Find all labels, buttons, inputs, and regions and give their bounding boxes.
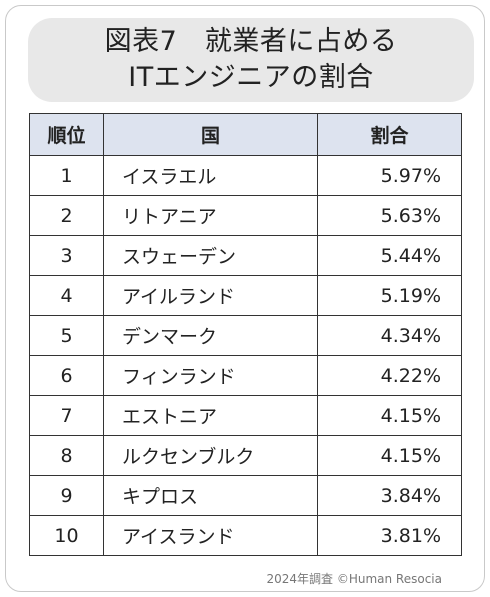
table-row: 7 エストニア 4.15% [29,395,462,436]
table-row: 4 アイルランド 5.19% [29,275,462,316]
table-row: 6 フィンランド 4.22% [29,355,462,396]
table-row: 9 キプロス 3.84% [29,475,462,516]
cell-rank: 7 [29,395,104,436]
cell-share: 3.84% [317,475,462,516]
cell-country: フィンランド [103,355,318,396]
cell-rank: 8 [29,435,104,476]
cell-share: 5.97% [317,155,462,196]
cell-share: 5.44% [317,235,462,276]
table-row: 5 デンマーク 4.34% [29,315,462,356]
source-note: 2024年調査 ©Human Resocia [266,572,442,586]
cell-country: イスラエル [103,155,318,196]
header-rank: 順位 [29,113,104,156]
title-line-1: 図表7 就業者に占める [104,26,398,57]
cell-rank: 5 [29,315,104,356]
cell-share: 5.19% [317,275,462,316]
table-row: 1 イスラエル 5.97% [29,155,462,196]
table-body: 1 イスラエル 5.97% 2 リトアニア 5.63% 3 スウェーデン 5.44% 4 アイルラン… [29,155,462,556]
cell-rank: 1 [29,155,104,196]
table-header-row: 順位 国 割合 [29,113,462,156]
title-banner: 図表7 就業者に占める ITエンジニアの割合 [28,18,474,102]
cell-country: エストニア [103,395,318,436]
cell-rank: 2 [29,195,104,236]
cell-share: 4.22% [317,355,462,396]
table-row: 2 リトアニア 5.63% [29,195,462,236]
cell-rank: 6 [29,355,104,396]
cell-country: キプロス [103,475,318,516]
cell-country: リトアニア [103,195,318,236]
cell-country: スウェーデン [103,235,318,276]
cell-rank: 9 [29,475,104,516]
cell-country: アイルランド [103,275,318,316]
cell-share: 3.81% [317,515,462,556]
title-line-2: ITエンジニアの割合 [128,62,374,93]
cell-rank: 10 [29,515,104,556]
cell-share: 4.15% [317,395,462,436]
cell-share: 5.63% [317,195,462,236]
header-country: 国 [103,113,318,156]
cell-rank: 3 [29,235,104,276]
table-row: 10 アイスランド 3.81% [29,515,462,556]
cell-country: デンマーク [103,315,318,356]
table-row: 3 スウェーデン 5.44% [29,235,462,276]
cell-share: 4.34% [317,315,462,356]
ranking-table: 順位 国 割合 1 イスラエル 5.97% 2 リトアニア 5.63% 3 スウェーデン 5.4… [29,113,462,556]
cell-rank: 4 [29,275,104,316]
cell-country: ルクセンブルク [103,435,318,476]
table-row: 8 ルクセンブルク 4.15% [29,435,462,476]
cell-share: 4.15% [317,435,462,476]
header-share: 割合 [317,113,462,156]
cell-country: アイスランド [103,515,318,556]
